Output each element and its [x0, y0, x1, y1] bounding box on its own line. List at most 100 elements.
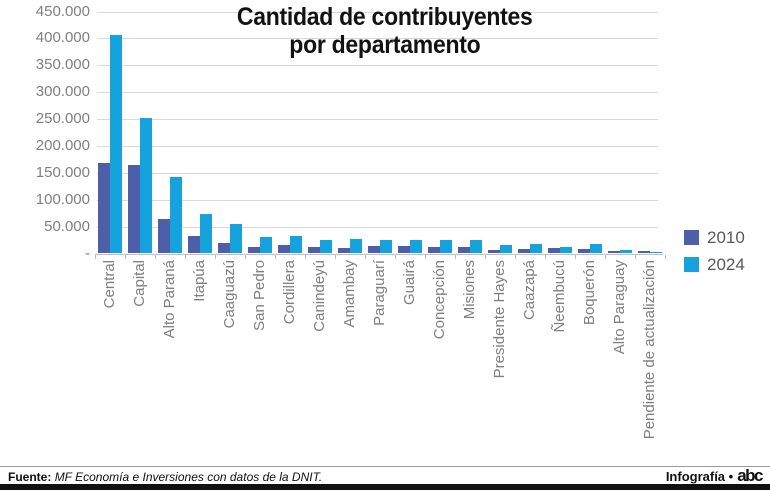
legend-swatch-2024: [684, 257, 699, 272]
gridline: [97, 65, 658, 67]
y-axis-tick-label: 250.000: [35, 110, 90, 128]
bar-2024: [440, 240, 452, 254]
x-category-label: Paraguarí: [371, 260, 388, 326]
gridline: [97, 226, 658, 228]
x-axis-tick: [335, 254, 336, 259]
gridline: [97, 145, 658, 147]
y-axis-tick-label: 450.000: [35, 2, 90, 20]
x-category-label: Guairá: [401, 260, 418, 306]
x-category-label: Itapúa: [191, 260, 208, 302]
x-axis-tick: [485, 254, 486, 259]
bar-2010: [638, 251, 650, 254]
bar-2024: [560, 247, 572, 254]
gridline: [97, 199, 658, 201]
bar-2024: [620, 250, 632, 254]
x-axis-tick: [455, 254, 456, 259]
bar-2010: [248, 246, 260, 254]
x-axis-tick: [665, 254, 666, 259]
credit-text: Infografía •: [665, 469, 734, 484]
gridline: [97, 119, 658, 121]
bar-2024: [650, 251, 662, 254]
bar-2010: [188, 235, 200, 254]
bar-2024: [590, 243, 602, 254]
x-category-label: Concepción: [431, 260, 448, 340]
bar-2010: [458, 247, 470, 254]
bar-2024: [530, 244, 542, 254]
bar-2010: [488, 249, 500, 254]
x-category-label: Cordillera: [281, 260, 298, 325]
x-axis-line: [95, 253, 663, 255]
bar-2010: [98, 163, 110, 254]
bar-2024: [500, 245, 512, 254]
gridline: [97, 11, 658, 13]
bar-2024: [230, 223, 242, 254]
bar-2010: [608, 250, 620, 254]
y-axis-tick-label: 350.000: [35, 56, 90, 74]
bar-2024: [410, 239, 422, 254]
x-axis-tick: [275, 254, 276, 259]
bar-2010: [218, 243, 230, 254]
y-axis-tick-label: 400.000: [35, 29, 90, 47]
credit-line: Infografía • abc: [665, 466, 764, 485]
y-axis-tick-label: 200.000: [35, 136, 90, 154]
legend-label-2010: 2010: [707, 228, 745, 247]
abc-logo: abc: [737, 466, 763, 485]
bar-2010: [548, 248, 560, 254]
gridline: [97, 172, 658, 174]
source-label: Fuente:: [8, 470, 52, 484]
x-axis-tick: [635, 254, 636, 259]
x-axis-tick: [515, 254, 516, 259]
x-category-label: Canindeyú: [311, 260, 328, 332]
x-category-label: Alto Paraná: [161, 260, 178, 339]
x-axis-tick: [305, 254, 306, 259]
y-axis-tick-label: 150.000: [35, 163, 90, 181]
source-text: MF Economía e Inversiones con datos de l…: [54, 470, 323, 484]
chart-title-line2: por departamento: [289, 31, 481, 59]
bar-2024: [290, 236, 302, 254]
x-category-label: Pendiente de actualización: [641, 260, 658, 440]
x-category-label: Caazapá: [521, 260, 538, 321]
x-axis-tick: [185, 254, 186, 259]
bar-2024: [380, 240, 392, 254]
x-category-label: Amambay: [341, 260, 358, 328]
bar-2010: [398, 245, 410, 254]
x-category-label: Boquerón: [581, 260, 598, 326]
chart-title: Cantidad de contribuyentes por departame…: [0, 3, 770, 59]
x-axis-tick: [395, 254, 396, 259]
x-axis-tick: [245, 254, 246, 259]
x-axis-tick: [125, 254, 126, 259]
bar-2024: [140, 117, 152, 254]
x-axis-tick: [545, 254, 546, 259]
legend-item: 2010: [684, 229, 745, 246]
gridline: [97, 92, 658, 94]
bar-2024: [470, 239, 482, 254]
bar-2010: [368, 245, 380, 254]
bar-2010: [128, 164, 140, 254]
source-note: Fuente: MF Economía e Inversiones con da…: [8, 470, 322, 484]
x-category-label: Central: [101, 260, 118, 309]
bar-2024: [320, 239, 332, 254]
chart-legend: 2010 2024: [684, 229, 745, 283]
legend-label-2024: 2024: [707, 255, 745, 274]
bar-2010: [518, 249, 530, 254]
x-category-label: Ñeembucú: [551, 260, 568, 333]
bar-2024: [200, 214, 212, 254]
legend-swatch-2010: [684, 230, 699, 245]
x-category-label: Presidente Hayes: [491, 260, 508, 379]
x-axis-tick: [95, 254, 96, 259]
bar-2024: [170, 177, 182, 254]
x-axis-tick: [365, 254, 366, 259]
x-category-label: Capital: [131, 260, 148, 307]
y-axis-tick-label: -: [85, 244, 90, 262]
y-axis-tick-label: 300.000: [35, 83, 90, 101]
footer-black-bar: [0, 484, 770, 490]
bar-2010: [428, 246, 440, 254]
chart-title-line1: Cantidad de contribuyentes: [237, 3, 533, 31]
legend-item: 2024: [684, 256, 745, 273]
y-axis-tick-label: 50.000: [44, 217, 90, 235]
footer-divider: [0, 466, 770, 467]
bar-2010: [308, 247, 320, 254]
x-axis-tick: [425, 254, 426, 259]
bar-2024: [110, 35, 122, 254]
